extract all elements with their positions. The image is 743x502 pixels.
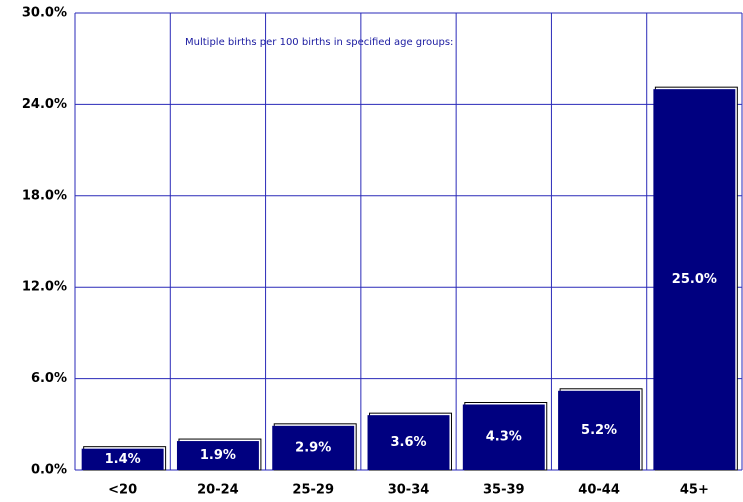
x-tick-label: 45+ <box>680 483 709 498</box>
bar <box>176 441 259 470</box>
bar <box>558 390 641 470</box>
bar <box>272 425 355 470</box>
y-tick-label: 18.0% <box>22 188 67 203</box>
y-tick-label: 30.0% <box>22 6 67 21</box>
value-label: 1.9% <box>200 448 236 463</box>
x-tick-label: 35-39 <box>483 483 525 498</box>
bar <box>653 89 736 471</box>
y-tick-label: 12.0% <box>22 280 67 295</box>
bar <box>81 448 164 470</box>
bar <box>367 415 450 470</box>
value-label: 2.9% <box>295 440 331 455</box>
bar <box>462 404 545 470</box>
x-tick-label: 20-24 <box>197 483 239 498</box>
y-tick-label: 6.0% <box>31 371 67 386</box>
value-label: 1.4% <box>105 452 141 467</box>
value-label: 5.2% <box>581 423 617 438</box>
value-label: 3.6% <box>390 435 426 450</box>
x-tick-label: <20 <box>108 483 137 498</box>
y-tick-label: 0.0% <box>31 463 67 478</box>
x-tick-label: 25-29 <box>292 483 334 498</box>
x-tick-label: 30-34 <box>388 483 430 498</box>
x-tick-label: 40-44 <box>578 483 620 498</box>
value-label: 4.3% <box>486 430 522 445</box>
y-tick-label: 24.0% <box>22 97 67 112</box>
annotation: Multiple births per 100 births in specif… <box>185 37 453 48</box>
value-label: 25.0% <box>672 272 717 287</box>
